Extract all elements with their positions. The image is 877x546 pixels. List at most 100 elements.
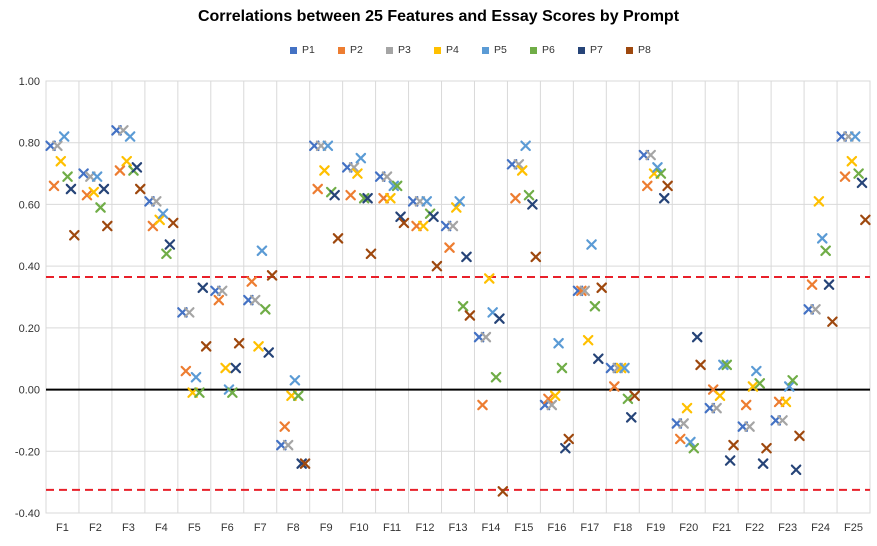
legend-label: P7 <box>590 44 603 56</box>
data-point <box>480 331 492 343</box>
data-point <box>299 458 311 469</box>
data-point <box>543 393 554 405</box>
data-point <box>230 362 242 374</box>
data-point <box>586 239 597 250</box>
data-point <box>256 245 268 257</box>
data-point <box>556 362 568 374</box>
data-point <box>589 300 601 312</box>
data-point <box>740 399 752 411</box>
data-point <box>579 285 591 297</box>
data-point <box>777 415 788 426</box>
data-point <box>674 433 686 445</box>
y-tick-label: 0.00 <box>19 385 40 397</box>
data-point <box>263 347 275 358</box>
data-point <box>348 162 360 173</box>
legend-label: P4 <box>446 44 459 56</box>
data-point <box>461 251 472 263</box>
data-point <box>457 300 469 312</box>
data-point <box>395 211 406 223</box>
data-point <box>289 375 301 386</box>
x-tick-label: F24 <box>811 522 830 534</box>
data-point <box>728 439 739 451</box>
plot-area <box>45 80 871 514</box>
series-p8 <box>69 180 871 497</box>
data-point <box>319 165 330 176</box>
data-point <box>513 159 525 170</box>
legend-item: P1 <box>290 42 338 58</box>
series-p2 <box>48 165 851 445</box>
data-point <box>62 171 73 182</box>
data-point <box>183 307 195 318</box>
data-point <box>856 177 868 189</box>
data-point <box>711 402 722 414</box>
data-point <box>490 371 502 383</box>
data-point <box>98 183 110 195</box>
data-point <box>622 393 634 405</box>
data-point <box>860 214 871 226</box>
legend-item: P7 <box>578 42 626 58</box>
x-tick-label: F23 <box>778 522 797 534</box>
x-tick-label: F12 <box>416 522 435 534</box>
data-point <box>365 248 377 260</box>
data-point <box>213 294 225 306</box>
data-point <box>121 155 133 167</box>
data-point <box>751 365 762 377</box>
data-point <box>161 248 172 260</box>
x-tick-label: F6 <box>221 522 234 534</box>
data-point <box>167 217 179 229</box>
data-point <box>391 180 403 192</box>
data-point <box>582 334 594 346</box>
data-point <box>312 183 323 195</box>
series-p4 <box>55 155 858 414</box>
x-tick-label: F4 <box>155 522 168 534</box>
data-point <box>246 276 258 287</box>
data-point <box>78 168 89 179</box>
data-point <box>454 196 465 207</box>
data-point <box>58 131 70 142</box>
data-point <box>827 316 838 327</box>
data-point <box>428 211 439 223</box>
data-point <box>744 421 755 432</box>
data-point <box>279 421 291 432</box>
data-point <box>157 208 169 219</box>
data-point <box>150 196 162 207</box>
data-point <box>810 304 821 315</box>
data-point <box>747 381 759 392</box>
data-point <box>260 304 271 315</box>
series-p6 <box>62 165 864 454</box>
data-point <box>846 155 858 167</box>
data-point <box>794 430 805 442</box>
data-point <box>69 229 80 241</box>
x-tick-label: F19 <box>646 522 665 534</box>
data-point <box>806 279 818 290</box>
x-tick-label: F15 <box>514 522 533 534</box>
data-point <box>296 458 307 469</box>
data-point <box>678 418 689 429</box>
data-point <box>641 180 653 192</box>
data-point <box>780 396 792 408</box>
x-tick-label: F13 <box>449 522 468 534</box>
legend-swatch <box>530 46 537 54</box>
legend-swatch <box>626 46 633 54</box>
data-point <box>180 365 192 377</box>
y-tick-label: 0.80 <box>19 138 40 150</box>
series-p7 <box>65 162 868 476</box>
series-p5 <box>58 131 861 448</box>
data-point <box>48 180 60 192</box>
data-point <box>576 285 587 297</box>
data-point <box>681 402 693 414</box>
data-point <box>220 362 231 374</box>
data-point <box>124 131 136 142</box>
data-point <box>329 189 340 201</box>
data-point <box>688 442 700 454</box>
x-tick-label: F17 <box>580 522 599 534</box>
data-point <box>355 152 367 164</box>
data-point <box>398 217 410 229</box>
data-point <box>134 183 146 195</box>
legend-label: P5 <box>494 44 507 56</box>
data-point <box>563 433 575 445</box>
data-point <box>658 192 670 204</box>
data-point <box>91 171 103 182</box>
data-point <box>65 183 77 195</box>
